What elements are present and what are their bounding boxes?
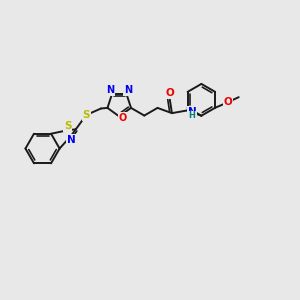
Text: N: N [67,135,76,145]
Text: N: N [124,85,132,95]
Text: H: H [189,111,195,120]
Text: O: O [119,113,127,123]
Text: O: O [165,88,174,98]
Text: S: S [64,122,71,131]
Text: N: N [106,85,115,95]
Text: S: S [83,110,90,120]
Text: O: O [224,98,232,107]
Text: N: N [188,107,196,117]
